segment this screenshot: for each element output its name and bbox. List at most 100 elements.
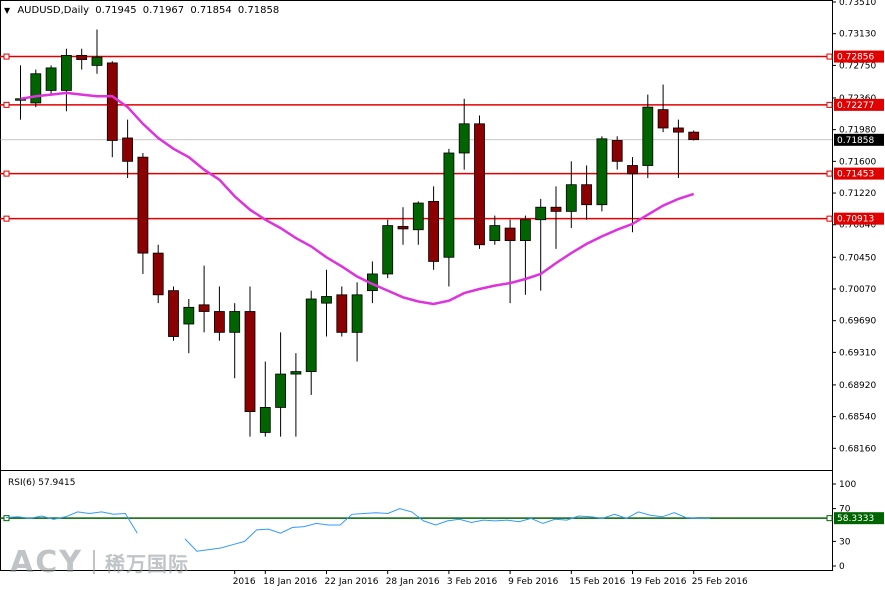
bullish-candle-body <box>596 138 608 206</box>
low-price: 0.71854 <box>190 5 232 16</box>
date-axis-label: 18 Jan 2016 <box>263 577 317 586</box>
level-price-tag <box>834 212 884 225</box>
bullish-candle-body <box>45 67 57 91</box>
chart-menu-triangle-icon[interactable]: ▼ <box>4 6 11 15</box>
bullish-candle-body <box>565 184 577 212</box>
level-left-handle <box>3 53 10 60</box>
symbol-label: AUDUSD,Daily <box>17 5 90 16</box>
current-price-tag-text: 0.71858 <box>837 136 874 146</box>
rsi-axis-label: 0 <box>839 562 845 572</box>
high-price: 0.71967 <box>142 5 185 16</box>
date-axis-label: 15 Feb 2016 <box>569 577 625 586</box>
date-axis-label: 19 Feb 2016 <box>631 577 687 586</box>
bullish-candle-body <box>259 407 271 433</box>
bearish-candle-body <box>122 137 133 162</box>
bearish-candle-body <box>213 311 225 333</box>
level-right-handle <box>826 53 833 60</box>
level-price-tag <box>834 167 884 180</box>
level-right-handle <box>826 215 833 222</box>
rsi-level-tag-text: 58.3333 <box>837 514 874 524</box>
bullish-candle-body <box>321 296 332 304</box>
bullish-candle-body <box>520 219 531 241</box>
bullish-candle-body <box>275 373 287 408</box>
bullish-candle-body <box>61 54 72 91</box>
bearish-candle-body <box>397 226 409 230</box>
rsi-line <box>5 511 138 534</box>
bullish-candle-body <box>183 306 195 325</box>
rsi-level-right-handle <box>826 515 833 522</box>
price-axis-label: 0.68540 <box>839 413 876 423</box>
price-axis-label: 0.73130 <box>839 30 876 40</box>
bullish-candle-body <box>458 123 470 154</box>
bearish-candle-body <box>673 127 684 133</box>
level-right-handle <box>826 101 833 108</box>
level-right-handle <box>826 170 833 177</box>
level-left-handle <box>3 215 10 222</box>
date-axis-label: 22 Jan 2016 <box>325 577 379 586</box>
date-axis-label: 3 Feb 2016 <box>447 577 498 586</box>
chart-frame <box>0 0 833 571</box>
rsi-indicator-label: RSI(6) 57.9415 <box>8 478 76 488</box>
bullish-candle-body <box>351 294 363 333</box>
bullish-candle-body <box>30 73 42 104</box>
bearish-candle-body <box>152 252 164 296</box>
price-axis-label: 0.70070 <box>839 285 876 295</box>
price-axis-label: 0.68920 <box>839 381 876 391</box>
bearish-candle-body <box>76 54 88 60</box>
level-left-handle <box>3 170 10 177</box>
rsi-axis-label: 100 <box>839 480 856 490</box>
bearish-candle-body <box>504 227 516 241</box>
rsi-axis-label: 70 <box>839 505 851 515</box>
open-price: 0.71945 <box>95 5 137 16</box>
bullish-candle-body <box>642 106 654 166</box>
bearish-candle-body <box>428 200 440 262</box>
level-left-handle <box>3 101 10 108</box>
bearish-candle-body <box>168 290 179 337</box>
level-price-tag-text: 0.72277 <box>837 101 874 111</box>
date-axis-label: 9 Feb 2016 <box>508 577 559 586</box>
price-axis-label: 0.68160 <box>839 444 876 454</box>
bearish-candle-body <box>627 165 638 175</box>
price-axis-label: 0.71600 <box>839 157 876 167</box>
level-price-tag-text: 0.72856 <box>837 53 874 63</box>
bearish-candle-body <box>550 206 562 212</box>
bearish-candle-body <box>611 140 623 162</box>
bearish-candle-body <box>106 62 118 141</box>
level-price-tag <box>834 50 884 63</box>
price-axis-label: 0.69310 <box>839 348 876 358</box>
price-axis-label: 0.70840 <box>839 221 876 231</box>
price-axis-label: 0.71220 <box>839 189 876 199</box>
rsi-level-tag <box>834 512 884 525</box>
bullish-candle-body <box>535 206 547 221</box>
price-axis-label: 0.71980 <box>839 126 876 136</box>
bullish-candle-body <box>305 298 317 372</box>
symbol-info-bar: ▼ AUDUSD,Daily 0.71945 0.71967 0.71854 0… <box>4 5 282 16</box>
bearish-candle-body <box>244 311 256 413</box>
bearish-candle-body <box>137 156 149 254</box>
level-price-tag <box>834 98 884 111</box>
close-price: 0.71858 <box>237 5 280 16</box>
price-axis-label: 0.73510 <box>839 0 876 8</box>
rsi-line <box>184 508 711 552</box>
bearish-candle-body <box>657 109 669 129</box>
price-axis-label: 0.72750 <box>839 61 876 71</box>
rsi-level-left-handle <box>3 515 10 522</box>
bearish-candle-body <box>581 184 592 206</box>
current-price-tag <box>834 133 884 146</box>
bullish-candle-body <box>229 311 241 333</box>
date-axis-label: 25 Feb 2016 <box>692 577 748 586</box>
date-axis-label: 2016 <box>233 577 256 586</box>
bearish-candle-body <box>198 304 210 312</box>
bullish-candle-body <box>91 56 103 66</box>
bearish-candle-body <box>688 131 700 141</box>
bullish-candle-body <box>489 225 501 241</box>
bullish-candle-body <box>412 202 424 231</box>
bearish-candle-body <box>336 294 348 333</box>
level-price-tag-text: 0.71453 <box>837 170 874 180</box>
rsi-axis-label: 30 <box>839 537 851 547</box>
date-axis-label: 28 Jan 2016 <box>386 577 440 586</box>
price-axis-label: 0.70450 <box>839 253 876 263</box>
bearish-candle-body <box>474 123 485 246</box>
